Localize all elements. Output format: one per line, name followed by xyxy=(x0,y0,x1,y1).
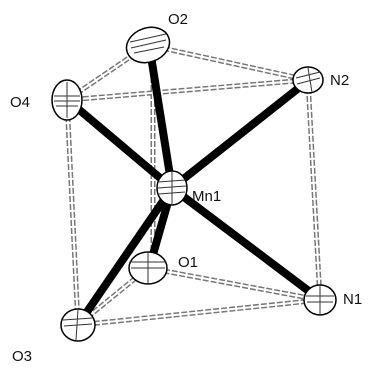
atom xyxy=(61,309,95,341)
atom xyxy=(304,285,336,315)
atom xyxy=(293,67,323,93)
atom-label: O3 xyxy=(12,348,32,365)
atom-label: O4 xyxy=(10,94,30,111)
structure-diagram: O2 O4 N2 Mn1 O1 N1 O3 xyxy=(0,0,378,373)
atom-label: O1 xyxy=(178,254,198,271)
atom xyxy=(157,171,187,205)
atom xyxy=(122,22,175,69)
atom xyxy=(52,80,82,120)
atom-label: O2 xyxy=(168,11,188,28)
bonds xyxy=(70,50,318,322)
atom-label: Mn1 xyxy=(192,188,221,205)
atom-label: N1 xyxy=(343,291,362,308)
atom-label: N2 xyxy=(330,72,349,89)
atom xyxy=(129,252,167,284)
